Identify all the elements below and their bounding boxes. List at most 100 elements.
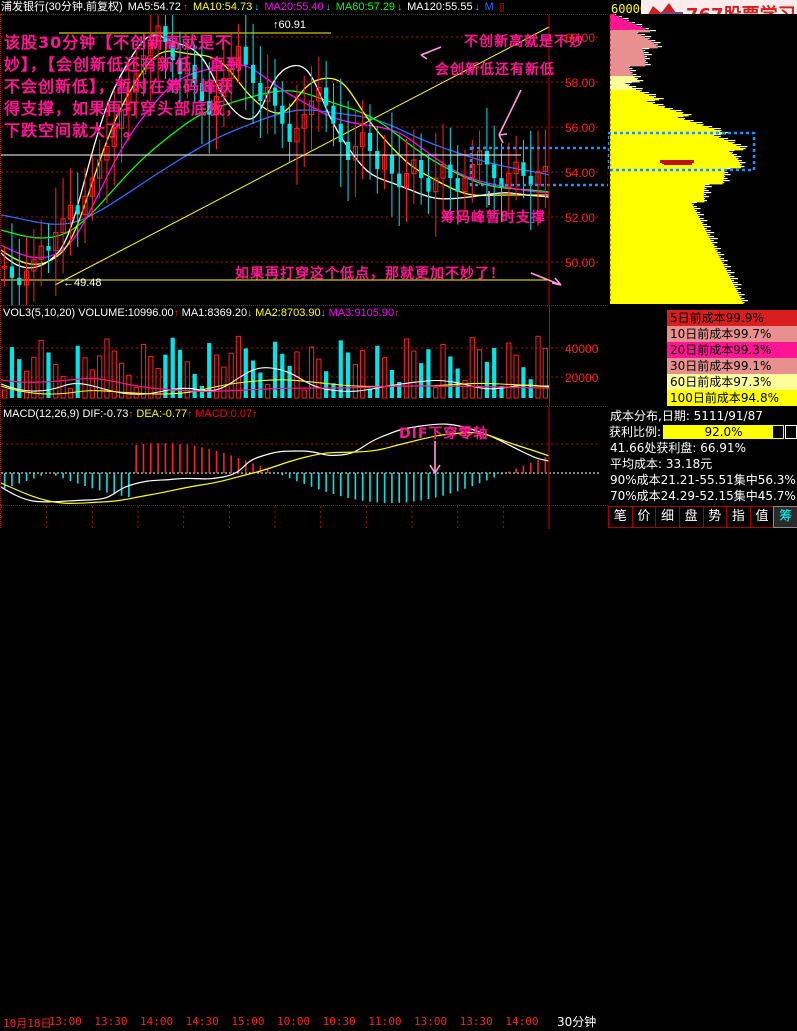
selection-rectangle xyxy=(469,146,609,187)
time-tick-4: 14:30 xyxy=(185,1015,219,1028)
price-axis-tick-2: 56.00 xyxy=(565,121,596,135)
price-axis-tick-3: 54.00 xyxy=(565,166,596,180)
time-tick-6: 10:00 xyxy=(277,1015,311,1028)
time-tick-3: 14:00 xyxy=(140,1015,174,1028)
period-label[interactable]: 30分钟 xyxy=(557,1015,597,1029)
price-chart-svg xyxy=(1,15,609,305)
macd-dif: DIF:-0.73 xyxy=(82,408,129,420)
time-tick-2: 13:30 xyxy=(94,1015,128,1028)
annotation-chip-support: 筹码峰暂时支撑 xyxy=(441,210,546,226)
macd-info-bar: MACD(12,26,9) DIF:-0.73↑ DEA:-0.77↑ MACD… xyxy=(3,408,257,421)
m-flag-label: M xyxy=(484,1,494,13)
profit-ratio-fill xyxy=(664,426,774,438)
box-icon: ▯ xyxy=(498,1,505,13)
price-axis-tick-5: 50.00 xyxy=(565,256,596,270)
vol-ma2: MA2:8703.90 xyxy=(255,307,321,319)
time-tick-11: 14:00 xyxy=(505,1015,539,1028)
tab-1[interactable]: 价 xyxy=(631,506,657,528)
ma5-arrow-icon: ↑ xyxy=(182,2,188,13)
ma120-arrow-icon: ↓ xyxy=(474,2,480,13)
volume-bar-series xyxy=(2,335,548,399)
tab-0[interactable]: 笔 xyxy=(608,506,633,528)
macd-dif-line xyxy=(1,423,550,503)
legend-item-5d: 5日前成本99.9% xyxy=(667,310,797,326)
legend-item-20d: 20日前成本99.3% xyxy=(667,342,797,358)
price-chart-panel[interactable]: 该股30分钟【不创新高就是不妙】，【会创新低还有新低，直到不会创新低】，暂时在筹… xyxy=(0,14,609,305)
candlestick-series xyxy=(2,15,548,305)
vol-ma1: MA1:8369.20 xyxy=(181,307,248,319)
tab-6[interactable]: 值 xyxy=(749,506,775,528)
time-tick-8: 11:00 xyxy=(368,1015,402,1028)
price-gridlines xyxy=(1,36,601,263)
low-price-marker: ←49.48 xyxy=(63,277,102,289)
ma20-arrow-icon: ↓ xyxy=(325,2,331,13)
time-tick-10: 13:30 xyxy=(459,1015,493,1028)
profit-ratio-value: 92.0% xyxy=(704,425,743,439)
time-axis-bar: 10月18日 13:00 13:30 14:00 14:30 15:00 10:00 10:3… xyxy=(0,505,609,1030)
profit-ratio-bar: 92.0% xyxy=(663,425,784,439)
stock-title: 浦发银行(30分钟.前复权) xyxy=(1,1,123,13)
vol-ma2-line xyxy=(1,379,550,395)
ma60-arrow-icon: ↓ xyxy=(397,2,403,13)
annotation-new-low: 会创新低还有新低 xyxy=(435,62,555,78)
bottom-tab-bar[interactable]: 笔价细盘势指值筹 xyxy=(608,506,797,528)
ma5-line xyxy=(1,34,550,269)
vol-title: VOL3(5,10,20) xyxy=(3,307,76,319)
tab-4[interactable]: 势 xyxy=(702,506,728,528)
annotation-dif-cross: DIF下穿零轴 xyxy=(399,426,489,442)
macd-chart-svg xyxy=(1,407,609,506)
stat-avg-cost: 平均成本: 33.18元 xyxy=(610,457,713,471)
volume-chart-panel[interactable]: VOL3(5,10,20) VOLUME:10996.00↑ MA1:8369.… xyxy=(0,305,609,406)
volume-cursor-vline xyxy=(549,306,550,406)
cost-stats-panel: 成本分布,日期: 5111/91/87 获利比例: 92.0% 41.66处获利… xyxy=(609,408,797,505)
legend-item-10d: 10日前成本99.7% xyxy=(667,326,797,342)
ma120-line xyxy=(1,109,550,225)
vol-ma3: MA3:9105.90 xyxy=(328,307,395,319)
vol-ma3-arrow-icon: ↑ xyxy=(394,308,400,319)
trend-lines xyxy=(1,26,550,286)
ma10-arrow-icon: ↓ xyxy=(254,2,260,13)
tab-5[interactable]: 指 xyxy=(726,506,751,528)
ma20-label: MA20:55.40 xyxy=(264,1,324,13)
tab-2[interactable]: 细 xyxy=(655,506,680,528)
macd-dea-line xyxy=(1,432,550,504)
legend-item-100d: 100日前成本94.8% xyxy=(667,390,797,406)
chip-bar-series xyxy=(610,14,749,304)
tab-7[interactable]: 筹 xyxy=(773,506,797,528)
annotation-break-low: 如果再打穿这个低点，那就更加不妙了！ xyxy=(235,266,505,282)
time-tick-9: 13:00 xyxy=(414,1015,448,1028)
vol-arrow-icon: ↑ xyxy=(173,308,179,319)
macd-arrow-icon: ↑ xyxy=(252,409,258,420)
vol-ma3-line xyxy=(1,377,550,392)
time-tick-1: 13:00 xyxy=(48,1015,82,1028)
legend-item-30d: 30日前成本99.1% xyxy=(667,358,797,374)
ma60-label: MA60:57.29 xyxy=(335,1,396,13)
macd-chart-panel[interactable]: MACD(12,26,9) DIF:-0.73↑ DEA:-0.77↑ MACD… xyxy=(0,406,609,506)
stat-concentration-70: 70%成本24.29-52.15集中45.7% xyxy=(610,489,796,503)
vol-ma2-arrow-icon: ↓ xyxy=(320,308,326,319)
time-tick-0: 10月18日 xyxy=(3,1017,52,1030)
annotation-arrows xyxy=(420,46,562,286)
macd-bar-series xyxy=(3,443,547,503)
price-axis-tick-4: 52.00 xyxy=(565,211,596,225)
volume-axis-tick-0: 40000 xyxy=(565,342,599,356)
macd-title: MACD(12,26,9) xyxy=(3,408,80,420)
ma5-label: MA5:54.72 xyxy=(127,1,181,13)
volume-info-bar: VOL3(5,10,20) VOLUME:10996.00↑ MA1:8369.… xyxy=(3,307,399,320)
time-tick-7: 10:30 xyxy=(322,1015,356,1028)
macd-annotation-arrow-icon xyxy=(429,441,441,474)
ma120-label: MA120:55.55 xyxy=(407,1,473,13)
stat-dist-date: 成本分布,日期: 5111/91/87 xyxy=(610,409,763,423)
macd-dea: DEA:-0.77 xyxy=(136,408,188,420)
chip-cost-legend: 5日前成本99.9% 10日前成本99.7% 20日前成本99.3% 30日前成… xyxy=(667,310,797,406)
volume-chart-svg xyxy=(1,306,609,406)
stat-profit-at-price: 41.66处获利盘: 66.91% xyxy=(610,441,746,455)
chip-distribution-panel[interactable] xyxy=(608,14,797,304)
time-axis-svg xyxy=(1,506,609,529)
tab-3[interactable]: 盘 xyxy=(678,506,704,528)
stat-concentration-90: 90%成本21.21-55.51集中56.3% xyxy=(610,473,796,487)
vol-ma1-arrow-icon: ↓ xyxy=(247,308,253,319)
quote-info-bar: 浦发银行(30分钟.前复权) MA5:54.72 ↑ MA10:54.73 ↓ MA… xyxy=(0,0,608,14)
chip-selection-rectangle xyxy=(608,131,756,172)
